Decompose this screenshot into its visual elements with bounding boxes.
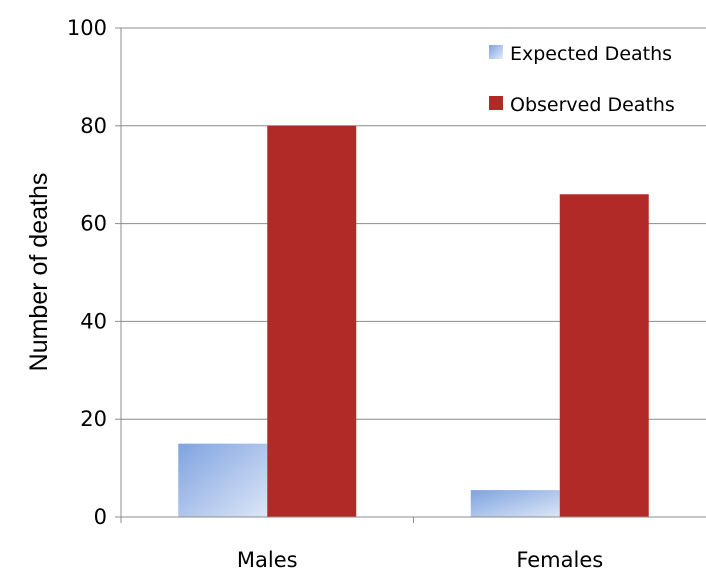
y-tick-labels: 0 20 40 60 80 100 bbox=[67, 16, 107, 529]
axes bbox=[120, 28, 706, 523]
legend-swatch-observed bbox=[489, 96, 503, 110]
bar-observed-deaths-males bbox=[267, 125, 357, 518]
y-tick-label-40: 40 bbox=[80, 309, 107, 333]
bars bbox=[178, 125, 649, 518]
bar-observed-deaths-females bbox=[559, 194, 649, 517]
y-tick-label-60: 60 bbox=[80, 212, 107, 236]
x-category-label-males: Males bbox=[237, 548, 298, 572]
bar-expected-deaths-females bbox=[470, 490, 560, 517]
legend-swatch-expected bbox=[489, 45, 503, 59]
y-tick-label-20: 20 bbox=[80, 407, 107, 431]
bar-expected-deaths-males bbox=[178, 443, 268, 517]
x-category-labels: Males Females bbox=[237, 548, 603, 572]
y-axis-title: Number of deaths bbox=[25, 173, 53, 372]
y-tick-label-0: 0 bbox=[94, 505, 107, 529]
legend: Expected Deaths Observed Deaths bbox=[489, 43, 675, 116]
legend-label-expected: Expected Deaths bbox=[510, 43, 672, 65]
y-tick-label-80: 80 bbox=[80, 114, 107, 138]
legend-label-observed: Observed Deaths bbox=[510, 94, 675, 116]
y-tick-label-100: 100 bbox=[67, 16, 107, 40]
x-category-label-females: Females bbox=[516, 548, 603, 572]
